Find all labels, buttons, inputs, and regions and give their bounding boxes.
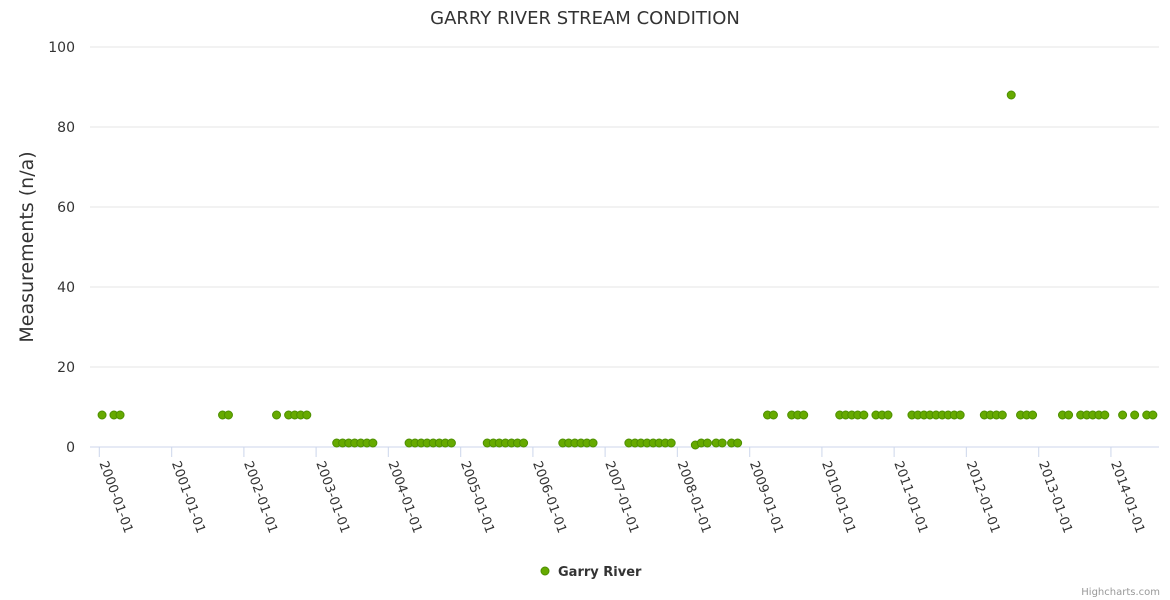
x-tick-label: 2011-01-01 — [890, 459, 930, 535]
data-point[interactable] — [997, 410, 1007, 420]
data-point[interactable] — [588, 438, 598, 448]
data-point[interactable] — [1148, 410, 1158, 420]
data-point[interactable] — [446, 438, 456, 448]
x-tick-label: 2010-01-01 — [818, 459, 858, 535]
x-tick-label: 2001-01-01 — [168, 459, 208, 535]
y-tick-label: 60 — [57, 200, 75, 216]
x-tick-label: 2013-01-01 — [1035, 459, 1075, 535]
data-point[interactable] — [1064, 410, 1074, 420]
data-point[interactable] — [1100, 410, 1110, 420]
y-axis-title: Measurements (n/a) — [16, 151, 38, 342]
x-tick-label: 2008-01-01 — [674, 459, 714, 535]
x-tick-label: 2003-01-01 — [312, 459, 352, 535]
data-point[interactable] — [859, 410, 869, 420]
data-point[interactable] — [368, 438, 378, 448]
series-garry-river[interactable] — [97, 90, 1158, 450]
y-tick-label: 0 — [66, 440, 75, 456]
data-point[interactable] — [272, 410, 282, 420]
y-axis-ticks: 0 20 40 60 80 100 — [48, 40, 75, 456]
x-tick-label: 2005-01-01 — [457, 459, 497, 535]
x-tick-label: 2004-01-01 — [385, 459, 425, 535]
data-point[interactable] — [1006, 90, 1016, 100]
legend[interactable]: Garry River — [540, 565, 642, 580]
x-tick-label: 2009-01-01 — [746, 459, 786, 535]
data-point[interactable] — [702, 438, 712, 448]
x-tick-label: 2014-01-01 — [1107, 459, 1147, 535]
legend-label[interactable]: Garry River — [558, 565, 642, 580]
legend-marker-icon[interactable] — [540, 566, 550, 576]
x-axis: 2000-01-01 2001-01-01 2002-01-01 2003-01-01… — [90, 446, 1159, 535]
data-point[interactable] — [955, 410, 965, 420]
x-tick-label: 2007-01-01 — [601, 459, 641, 535]
data-point[interactable] — [717, 438, 727, 448]
data-point[interactable] — [302, 410, 312, 420]
data-point[interactable] — [97, 410, 107, 420]
chart-title: GARRY RIVER STREAM CONDITION — [430, 8, 740, 29]
y-tick-label: 40 — [57, 280, 75, 296]
x-tick-label: 2006-01-01 — [529, 459, 569, 535]
y-tick-label: 20 — [57, 360, 75, 376]
y-tick-label: 100 — [48, 40, 75, 56]
x-tick-label: 2000-01-01 — [96, 459, 136, 535]
data-point[interactable] — [519, 438, 529, 448]
x-tick-label: 2002-01-01 — [240, 459, 280, 535]
data-point[interactable] — [1130, 410, 1140, 420]
data-point[interactable] — [1118, 410, 1128, 420]
gridlines — [90, 46, 1159, 368]
data-point[interactable] — [883, 410, 893, 420]
x-tick-label: 2012-01-01 — [963, 459, 1003, 535]
data-point[interactable] — [768, 410, 778, 420]
y-tick-label: 80 — [57, 120, 75, 136]
data-point[interactable] — [799, 410, 809, 420]
data-point[interactable] — [666, 438, 676, 448]
data-point[interactable] — [223, 410, 233, 420]
credits-link[interactable]: Highcharts.com — [1081, 587, 1160, 598]
data-point[interactable] — [1028, 410, 1038, 420]
data-point[interactable] — [733, 438, 743, 448]
data-point[interactable] — [115, 410, 125, 420]
